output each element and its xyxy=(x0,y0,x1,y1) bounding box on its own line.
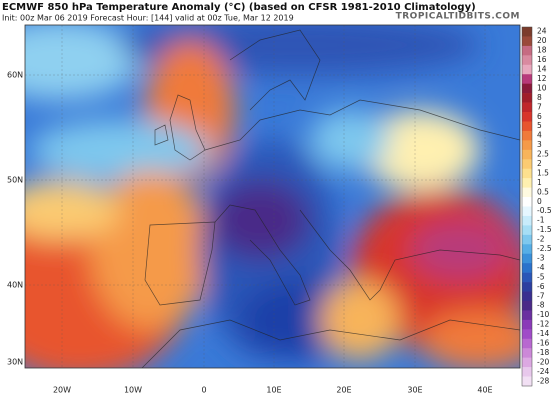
colorbar-swatch xyxy=(522,357,532,368)
colorbar-swatch xyxy=(522,93,532,103)
colorbar-swatch xyxy=(522,140,532,151)
colorbar-label: 14 xyxy=(537,65,547,74)
colorbar-label: -12 xyxy=(537,320,549,329)
colorbar-swatch xyxy=(522,130,532,141)
colorbar-swatch xyxy=(522,206,532,217)
colorbar-label: 16 xyxy=(537,55,547,64)
colorbar-swatch xyxy=(522,36,532,47)
colorbar-label: -0.5 xyxy=(537,206,552,215)
colorbar-swatch xyxy=(522,159,532,170)
watermark: TROPICALTIDBITS.COM xyxy=(396,12,520,22)
lon-labels: 20W 10W 0 10E 20E 30E 40E xyxy=(53,386,493,395)
colorbar-label: 18 xyxy=(537,46,547,55)
colorbar-label: -2 xyxy=(537,235,545,244)
colorbar-swatch xyxy=(522,367,532,377)
colorbar-swatch xyxy=(522,27,532,37)
lon-label: 40E xyxy=(477,386,492,395)
colorbar-swatch xyxy=(522,168,532,179)
colorbar-label: 24 xyxy=(537,27,547,36)
map xyxy=(25,25,520,368)
colorbar-label: -28 xyxy=(537,376,549,385)
lat-label: 30N xyxy=(7,358,23,367)
map-frame xyxy=(24,24,521,369)
colorbar-label: -10 xyxy=(537,310,549,319)
colorbar-label: 0 xyxy=(537,197,542,206)
colorbar-swatch xyxy=(522,64,532,75)
title: ECMWF 850 hPa Temperature Anomaly (°C) (… xyxy=(2,2,476,13)
colorbar-label: 7 xyxy=(537,102,542,111)
colorbar-label: -5 xyxy=(537,272,545,281)
colorbar-label: 5 xyxy=(537,121,542,130)
colorbar-label: -18 xyxy=(537,348,549,357)
colorbar-label: 8 xyxy=(537,93,542,102)
colorbar-label: -24 xyxy=(537,367,549,376)
colorbar-label: 12 xyxy=(537,74,547,83)
colorbar-label: 10 xyxy=(537,83,547,92)
colorbar-swatch xyxy=(522,121,532,132)
colorbar-label: -20 xyxy=(537,357,549,366)
colorbar-swatch xyxy=(522,282,532,292)
colorbar-swatch xyxy=(522,112,532,122)
lat-label: 60N xyxy=(7,71,23,80)
colorbar-label: 20 xyxy=(537,36,547,45)
colorbar-swatch xyxy=(522,215,532,226)
colorbar-swatch xyxy=(522,272,532,283)
colorbar-label: 1.5 xyxy=(537,168,549,177)
lon-label: 20E xyxy=(336,386,351,395)
lon-label: 30E xyxy=(407,386,422,395)
colorbar-frame xyxy=(521,26,533,387)
colorbar-swatch xyxy=(522,376,532,387)
subtitle: Init: 00z Mar 06 2019 Forecast Hour: [14… xyxy=(2,14,294,23)
colorbar-swatch xyxy=(522,55,532,66)
colorbar-swatch xyxy=(522,45,532,56)
colorbar-swatch xyxy=(522,149,532,160)
colorbar-swatch xyxy=(522,234,532,245)
colorbar-label: 6 xyxy=(537,112,542,121)
colorbar-label: -3 xyxy=(537,253,545,262)
colorbar-swatch xyxy=(522,197,532,207)
colorbar-label: -6 xyxy=(537,282,545,291)
colorbar-label: -7 xyxy=(537,291,545,300)
colorbar-swatch xyxy=(522,178,532,188)
colorbar-swatch xyxy=(522,83,532,94)
colorbar-label: -16 xyxy=(537,338,549,347)
lat-label: 40N xyxy=(7,281,23,290)
colorbar-label: -14 xyxy=(537,329,549,338)
colorbar-label: 2 xyxy=(537,159,542,168)
colorbar-swatch xyxy=(522,300,532,311)
colorbar-swatch xyxy=(522,187,532,198)
colorbar-label: 2.5 xyxy=(537,150,549,159)
colorbar-label: 1 xyxy=(537,178,542,187)
colorbar-swatch xyxy=(522,319,532,330)
colorbar-label: 4 xyxy=(537,131,542,140)
colorbar-swatch xyxy=(522,291,532,302)
colorbar-swatch xyxy=(522,253,532,264)
lon-label: 10E xyxy=(266,386,281,395)
colorbar-swatch xyxy=(522,348,532,358)
colorbar-swatch xyxy=(522,329,532,340)
colorbar-label: -8 xyxy=(537,301,545,310)
colorbar-swatch xyxy=(522,244,532,255)
lat-labels: 60N 50N 40N 30N xyxy=(7,71,23,367)
colorbar: 242018161412108765432.521.510.50-0.5-1-1… xyxy=(521,26,552,387)
colorbar-label: 3 xyxy=(537,140,542,149)
colorbar-swatch xyxy=(522,263,532,273)
colorbar-label: -1 xyxy=(537,216,545,225)
lat-label: 50N xyxy=(7,176,23,185)
colorbar-label: 0.5 xyxy=(537,187,549,196)
colorbar-swatch xyxy=(522,102,532,113)
colorbar-label: -1.5 xyxy=(537,225,552,234)
colorbar-label: -4 xyxy=(537,263,545,272)
colorbar-swatch xyxy=(522,310,532,321)
colorbar-swatch xyxy=(522,74,532,84)
lon-label: 0 xyxy=(201,386,206,395)
colorbar-swatch xyxy=(522,338,532,349)
lon-label: 20W xyxy=(53,386,71,395)
colorbar-label: -2.5 xyxy=(537,244,552,253)
lon-label: 10W xyxy=(124,386,142,395)
colorbar-swatch xyxy=(522,225,532,236)
